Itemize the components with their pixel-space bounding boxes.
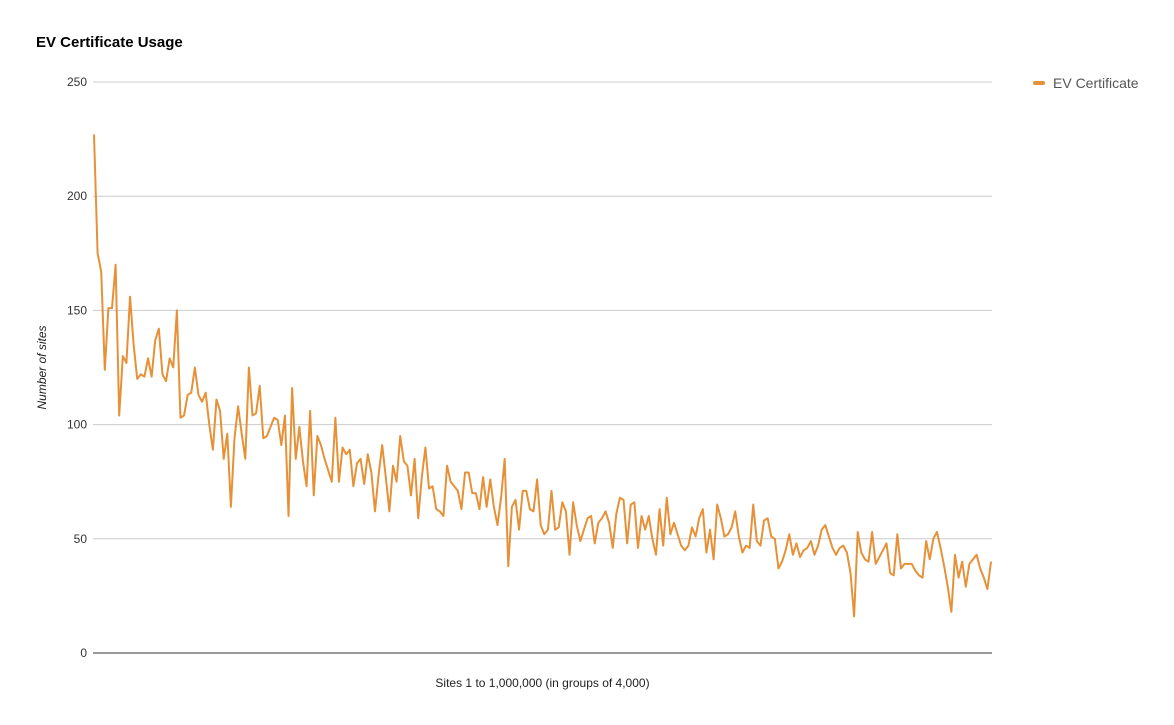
series-line: [93, 134, 992, 618]
y-tick-label: 150: [67, 303, 87, 317]
legend-swatch: [1033, 81, 1045, 85]
x-axis-title: Sites 1 to 1,000,000 (in groups of 4,000…: [435, 676, 649, 690]
legend: EV Certificate: [1033, 75, 1139, 91]
y-tick-label: 200: [67, 189, 87, 203]
y-axis-title: Number of sites: [35, 325, 49, 409]
series-layer: [93, 134, 992, 618]
legend-label: EV Certificate: [1053, 75, 1139, 91]
y-tick-label: 50: [74, 532, 88, 546]
chart-title: EV Certificate Usage: [36, 34, 183, 51]
y-tick-label: 100: [67, 418, 87, 432]
y-tick-label: 0: [80, 646, 87, 660]
y-axis-ticks: 0 50 100 150 200 250: [67, 75, 87, 660]
gridlines: [93, 81, 992, 540]
y-tick-label: 250: [67, 75, 87, 89]
